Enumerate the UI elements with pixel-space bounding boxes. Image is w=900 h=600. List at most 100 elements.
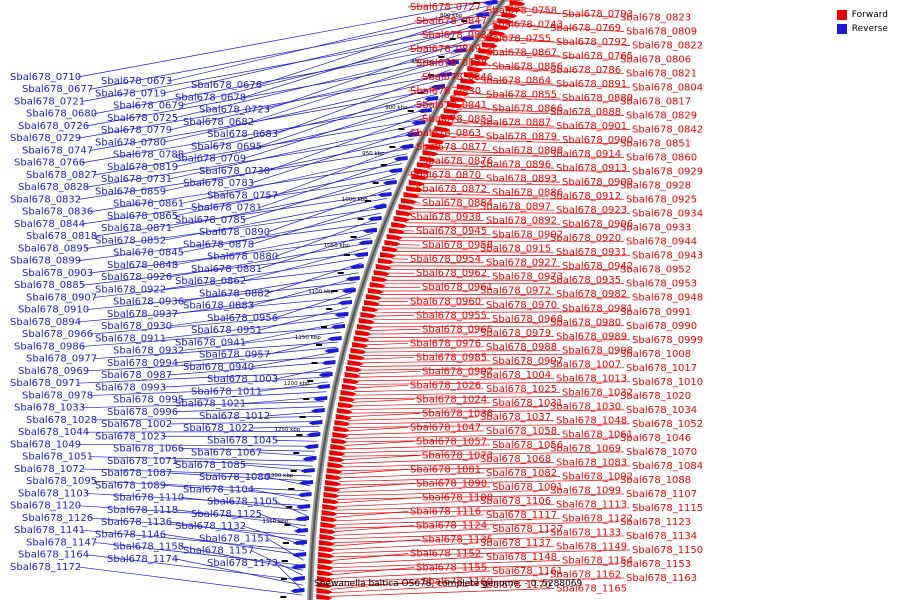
forward-connector: [337, 483, 415, 489]
forward-feature: [316, 582, 333, 588]
reverse-gene-label: Sbal678_0766: [14, 158, 85, 169]
forward-gene-label: Sbal678_0958: [422, 240, 493, 251]
forward-gene-label: Sbal678_0925: [626, 195, 697, 206]
forward-feature: [333, 426, 350, 432]
reverse-feature: [313, 396, 328, 401]
forward-gene-label: Sbal678_0897: [480, 202, 551, 213]
forward-feature: [365, 294, 382, 300]
forward-feature: [367, 288, 384, 294]
reverse-gene-label: Sbal678_0719: [95, 88, 166, 99]
forward-feature: [318, 546, 335, 552]
forward-gene-label: Sbal678_0927: [486, 258, 557, 269]
reverse-gene-label: Sbal678_1105: [207, 497, 278, 508]
tick-mark: [398, 128, 405, 130]
forward-gene-label: Sbal678_0990: [626, 321, 697, 332]
forward-gene-label: Sbal678_1134: [626, 531, 697, 542]
forward-feature: [317, 564, 334, 570]
reverse-gene-label: Sbal678_1071: [107, 456, 178, 467]
tick-mark: [280, 596, 287, 598]
reverse-gene-label: Sbal678_0890: [199, 227, 270, 238]
forward-connector: [353, 391, 561, 396]
reverse-feature: [297, 492, 312, 497]
forward-gene-label: Sbal678_0872: [416, 184, 487, 195]
reverse-feature: [382, 180, 397, 185]
forward-gene-label: Sbal678_1169: [422, 576, 493, 587]
reverse-connector: [258, 9, 489, 86]
reverse-labels: Sbal678_0710 Sbal678_0673 Sbal678_0676Sbal…: [10, 72, 278, 573]
reverse-gene-label: Sbal678_0996: [107, 407, 178, 418]
forward-gene-label: Sbal678_0968: [492, 314, 563, 325]
forward-feature: [380, 252, 396, 258]
reverse-gene-label: Sbal678_1072: [14, 464, 85, 475]
reverse-gene-label: Sbal678_1110: [113, 493, 184, 504]
reverse-gene-label: Sbal678_0848: [107, 260, 178, 271]
reverse-gene-label: Sbal678_1067: [191, 448, 262, 459]
forward-feature: [509, 0, 526, 6]
reverse-connector: [77, 222, 377, 262]
forward-feature: [489, 30, 506, 36]
reverse-connector: [89, 312, 347, 335]
reverse-gene-label: Sbal678_0882: [199, 288, 270, 299]
forward-gene-label: Sbal678_0902: [492, 230, 563, 241]
forward-connector: [372, 318, 491, 321]
forward-gene-label: Sbal678_0758: [486, 6, 557, 17]
reverse-feature: [290, 588, 305, 593]
reverse-connector: [162, 19, 483, 94]
reverse-gene-label: Sbal678_1003: [207, 374, 278, 385]
forward-gene-label: Sbal678_0806: [620, 55, 691, 66]
forward-feature: [460, 78, 477, 84]
reverse-connector: [266, 39, 470, 110]
reverse-gene-label: Sbal678_0966: [22, 329, 93, 340]
reverse-feature: [338, 300, 353, 305]
reverse-gene-label: Sbal678_1151: [199, 533, 270, 544]
reverse-gene-label: Sbal678_1045: [207, 435, 278, 446]
forward-connector: [351, 402, 491, 407]
reverse-connector: [242, 525, 305, 546]
forward-gene-label: Sbal678_1073: [422, 450, 493, 461]
forward-gene-label: Sbal678_0879: [486, 132, 557, 143]
reverse-gene-label: Sbal678_0911: [95, 333, 166, 344]
forward-connector: [418, 190, 491, 194]
forward-gene-label: Sbal678_1133: [550, 527, 621, 538]
reverse-gene-label: Sbal678_0937: [107, 309, 178, 320]
forward-connector: [357, 374, 479, 378]
forward-feature: [398, 204, 415, 210]
reverse-gene-label: Sbal678_1021: [175, 399, 246, 410]
forward-gene-label: Sbal678_1165: [556, 583, 627, 594]
reverse-connector: [93, 44, 467, 115]
forward-gene-label: Sbal678_0743: [492, 20, 563, 31]
legend: Forward Reverse: [836, 8, 888, 36]
forward-feature: [470, 60, 487, 66]
forward-connector: [421, 182, 619, 187]
forward-connector: [434, 154, 625, 158]
reverse-gene-label: Sbal678_0922: [95, 284, 166, 295]
forward-feature: [331, 438, 348, 444]
reverse-gene-label: Sbal678_0731: [101, 174, 172, 185]
reverse-connector: [77, 371, 331, 384]
genome-backbone: [307, 0, 508, 600]
forward-feature: [377, 258, 394, 264]
tick-mark: [316, 344, 323, 346]
forward-gene-label: Sbal678_1106: [480, 496, 551, 507]
forward-feature: [364, 300, 381, 306]
forward-connector: [395, 247, 479, 250]
forward-connector: [448, 125, 631, 130]
tick-mark: [282, 542, 289, 544]
reverse-connector: [174, 287, 354, 315]
forward-gene-label: Sbal678_1032: [562, 387, 633, 398]
reverse-connector: [180, 448, 316, 452]
forward-feature: [320, 516, 337, 522]
forward-connector: [344, 441, 415, 446]
forward-connector: [337, 490, 549, 497]
reverse-connector: [85, 59, 458, 127]
forward-feature: [388, 228, 405, 234]
forward-connector: [473, 78, 555, 85]
forward-gene-label: Sbal678_0915: [480, 244, 551, 255]
reverse-gene-label: Sbal678_0940: [183, 362, 254, 373]
reverse-gene-label: Sbal678_0781: [191, 203, 262, 214]
reverse-feature-connectors: [77, 0, 496, 596]
reverse-connector: [242, 247, 368, 282]
reverse-feature: [302, 456, 317, 461]
forward-gene-label: Sbal678_0985: [416, 352, 487, 363]
